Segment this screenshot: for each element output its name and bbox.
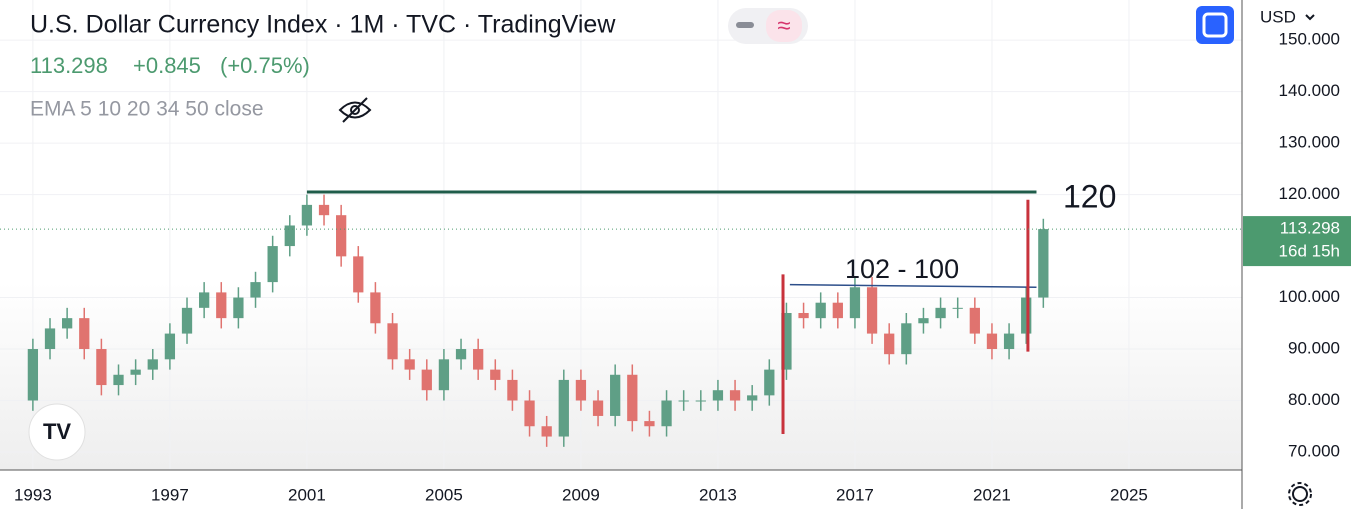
x-tick-label: 2017 [836,485,874,504]
y-tick-label: 100.000 [1279,287,1340,306]
candle-body [712,390,724,401]
y-tick-label: 140.000 [1279,81,1340,100]
countdown: 16d 15h [1279,242,1340,261]
candle-body [781,312,792,370]
tv-logo: TV [28,403,86,461]
candle-body [507,379,518,401]
candle-body [866,287,878,334]
y-tick-label: 150.000 [1279,30,1340,49]
x-tick-label: 1993 [14,485,52,504]
candle-body [627,374,638,422]
x-tick-label: 2025 [1110,485,1148,504]
candle-body [353,256,364,293]
y-tick-label: 120.000 [1279,184,1340,203]
currency-caret [1305,14,1315,21]
candle-body [729,390,741,401]
candle-body [250,282,261,298]
candle-body [199,292,210,308]
candle-body [661,400,672,427]
candle-body [815,302,826,319]
candle-body [216,292,227,319]
candle-body [27,349,39,401]
x-tick-label: 2001 [288,485,326,504]
candle-body [1021,297,1032,334]
candle-body [404,359,415,370]
candle-body [610,374,621,416]
annotation: 120 [1063,178,1116,214]
candle-body [832,302,843,319]
candle-body [387,323,398,360]
svg-text:≈: ≈ [777,12,790,39]
last: 113.298 [30,53,108,78]
candle-body [935,307,946,319]
x-tick-label: 2005 [425,485,463,504]
candle-body [301,204,313,226]
y-tick-label: 90.000 [1288,339,1340,358]
x-tick-label: 2021 [973,485,1011,504]
candle-body [1038,229,1049,298]
svg-text:TV: TV [43,419,71,444]
x-tick-label: 2009 [562,485,600,504]
candle-body [113,374,124,386]
y-tick-label: 130.000 [1279,133,1340,152]
title: U.S. Dollar Currency Index · 1M · TVC · … [30,11,616,39]
candle-body [969,307,980,334]
x-tick-label: 2013 [699,485,737,504]
candle-body [421,369,432,391]
candle-body [490,369,501,380]
candle-body [44,328,56,350]
last-price-label: 113.298 [1280,219,1340,238]
candle-body [164,333,176,360]
y-tick-label: 80.000 [1288,390,1340,409]
candle-body [130,369,141,375]
candle-body [438,359,450,391]
settings-icon[interactable] [1288,482,1312,506]
candle-body [61,318,73,329]
last-price-box [1243,216,1351,267]
candle-body [79,318,90,350]
candle-body [952,307,963,309]
candle-body [318,204,330,216]
candle-body [1003,333,1015,350]
candle-body [884,333,895,355]
currency[interactable]: USD [1260,7,1296,26]
indicator: EMA 5 10 20 34 50 close [30,98,264,121]
candle-body [918,318,929,324]
candle-body [575,379,587,401]
annotation: 102 - 100 [845,254,959,284]
candle-body [798,312,809,319]
pill[interactable]: ≈ [728,8,808,44]
candle-body [592,400,604,416]
candle-body [181,307,193,334]
candle-body [849,287,861,319]
y-tick-label: 70.000 [1288,441,1340,460]
candle-body [147,359,158,370]
candle-body [986,333,998,350]
candle-body [284,225,295,247]
candle-body [901,323,912,355]
change: +0.845 [133,53,201,78]
candle-body [644,421,655,427]
candle-body [336,215,347,257]
candle-body [96,349,107,386]
candle-body [455,349,467,360]
candle-body [370,292,381,324]
drawing-line [789,283,1037,289]
plot-bg [0,0,1242,470]
candle-body [233,297,244,319]
candle-body [678,400,689,402]
candle-body [695,400,706,402]
x-tick-label: 1997 [151,485,189,504]
candle-body [473,349,484,370]
candle-body [524,400,535,427]
fullscreen-button[interactable] [1196,6,1234,44]
hide-icon[interactable] [338,97,372,123]
candle-body [267,246,278,283]
candle-body [558,379,569,437]
candle-body [541,426,552,437]
candle-body [764,369,775,396]
candle-body [747,395,758,401]
change-percent: (+0.75%) [220,53,310,78]
